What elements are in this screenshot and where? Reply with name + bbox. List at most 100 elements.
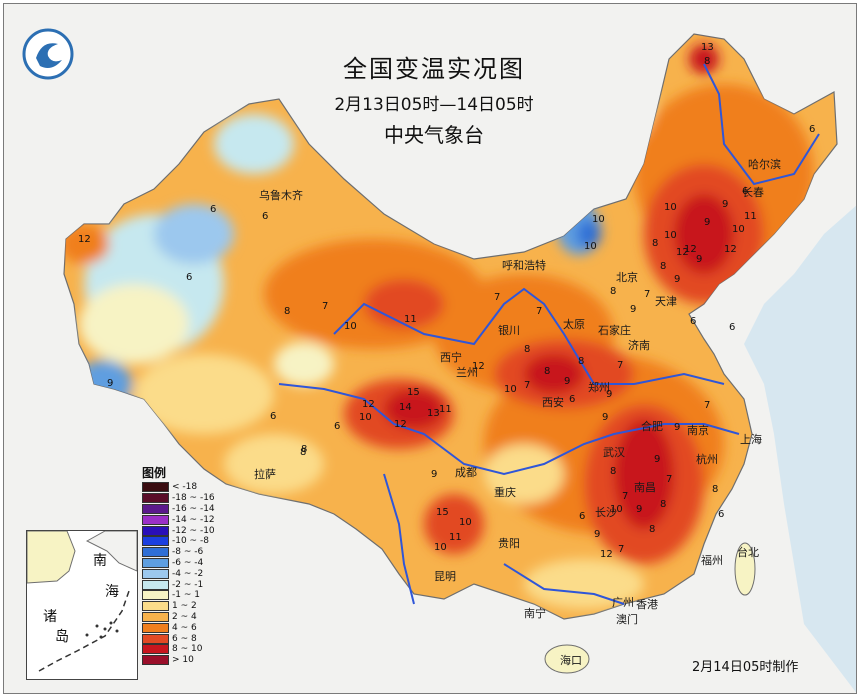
temp-value: 11 [439, 404, 452, 415]
temp-value: 7 [524, 380, 531, 391]
legend-label: 4 ~ 6 [172, 622, 197, 633]
temp-value: 10 [592, 214, 605, 225]
city-label: 海口 [560, 654, 582, 667]
temp-value: 7 [644, 289, 651, 300]
temp-value: 7 [536, 306, 543, 317]
legend-swatch [142, 514, 169, 525]
temperature-change-map [4, 4, 856, 693]
temp-value: 11 [404, 314, 417, 325]
issue-time: 2月14日05时制作 [692, 660, 799, 675]
temp-value: 12 [394, 419, 407, 430]
city-label: 成都 [455, 466, 477, 479]
temp-value: 6 [334, 421, 341, 432]
legend-item: > 10 [142, 655, 215, 666]
inset-map [27, 531, 137, 672]
city-label: 南京 [687, 424, 709, 437]
legend-swatch [142, 547, 169, 558]
legend-item: -12 ~ -10 [142, 525, 215, 536]
city-label: 澳门 [616, 613, 638, 626]
legend-label: -18 ~ -16 [172, 493, 215, 504]
temp-value: 6 [210, 204, 217, 215]
temp-value: 9 [594, 529, 601, 540]
legend-swatch [142, 590, 169, 601]
city-label: 武汉 [603, 446, 625, 459]
legend-item: -1 ~ 1 [142, 590, 215, 601]
temp-value: 8 [610, 466, 617, 477]
cma-logo-icon [22, 28, 74, 80]
temp-value: 10 [664, 230, 677, 241]
legend-label: -4 ~ -2 [172, 568, 204, 579]
legend-item: -14 ~ -12 [142, 514, 215, 525]
inset-label: 海 [105, 584, 119, 600]
temp-value: 9 [654, 454, 661, 465]
legend-label: 6 ~ 8 [172, 633, 197, 644]
legend-swatch [142, 503, 169, 514]
temp-value: 6 [270, 411, 277, 422]
city-label: 哈尔滨 [748, 158, 781, 171]
temp-value: 12 [78, 234, 91, 245]
temp-value: 6 [809, 124, 816, 135]
city-label: 长沙 [595, 506, 617, 519]
temp-value: 8 [578, 356, 585, 367]
temp-value: 10 [610, 504, 623, 515]
temp-value: 6 [729, 322, 736, 333]
legend-swatch [142, 611, 169, 622]
city-label: 南宁 [524, 607, 546, 620]
temp-value: 6 [690, 316, 697, 327]
legend-swatch [142, 579, 169, 590]
legend-label: -6 ~ -4 [172, 557, 204, 568]
legend-label: -2 ~ -1 [172, 579, 204, 590]
temp-value: 12 [600, 549, 613, 560]
legend-swatch [142, 655, 169, 666]
temp-value: 10 [664, 202, 677, 213]
legend-label: 8 ~ 10 [172, 644, 203, 655]
legend-item: 4 ~ 6 [142, 622, 215, 633]
city-label: 石家庄 [598, 324, 631, 337]
legend-label: -16 ~ -14 [172, 503, 215, 514]
legend-label: 1 ~ 2 [172, 601, 197, 612]
city-label: 北京 [616, 271, 638, 284]
temp-value: 9 [696, 254, 703, 265]
city-label: 西安 [542, 396, 564, 409]
temp-value: 8 [301, 444, 308, 455]
legend-item: -16 ~ -14 [142, 503, 215, 515]
legend-label: -8 ~ -6 [172, 547, 204, 558]
city-label: 拉萨 [254, 468, 276, 481]
city-label: 上海 [740, 433, 762, 446]
city-label: 长春 [742, 186, 764, 199]
temp-value: 7 [322, 301, 329, 312]
temp-value: 10 [459, 517, 472, 528]
temp-value: 8 [660, 499, 667, 510]
temp-value: 14 [399, 402, 412, 413]
temp-value: 7 [622, 491, 629, 502]
temp-value: 8 [704, 56, 711, 67]
legend-title: 图例 [142, 466, 167, 480]
city-label: 兰州 [456, 366, 478, 379]
temp-value: 10 [359, 412, 372, 423]
temp-value: 8 [652, 238, 659, 249]
legend-swatch [142, 525, 169, 536]
temp-value: 9 [606, 389, 613, 400]
title-block: 全国变温实况图 2月13日05时—14日05时 中央气象台 [254, 49, 614, 148]
temp-value: 10 [732, 224, 745, 235]
city-label: 杭州 [696, 453, 718, 466]
city-label: 郑州 [588, 381, 610, 394]
temp-value: 9 [722, 199, 729, 210]
city-label: 呼和浩特 [502, 259, 546, 272]
legend-item: -8 ~ -6 [142, 547, 215, 558]
temp-value: 12 [724, 244, 737, 255]
city-label: 福州 [701, 554, 723, 567]
city-label: 重庆 [494, 486, 516, 499]
temp-value: 10 [584, 241, 597, 252]
legend-item: -6 ~ -4 [142, 557, 215, 569]
legend-item: < -18 [142, 482, 215, 493]
temp-value: 9 [564, 376, 571, 387]
temp-value: 6 [569, 394, 576, 405]
legend-swatch [142, 601, 169, 612]
city-label: 乌鲁木齐 [259, 189, 303, 202]
temp-value: 9 [674, 274, 681, 285]
legend-item: -10 ~ -8 [142, 536, 215, 547]
temp-value: 10 [504, 384, 517, 395]
temp-value: 9 [602, 412, 609, 423]
city-label: 南昌 [634, 481, 656, 494]
